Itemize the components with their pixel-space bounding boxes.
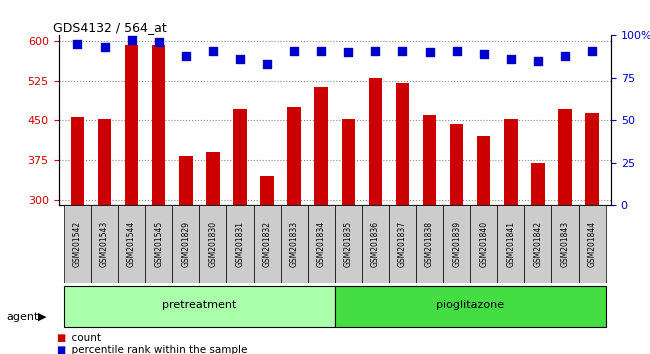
Text: GDS4132 / 564_at: GDS4132 / 564_at — [53, 21, 166, 34]
Text: GSM201831: GSM201831 — [235, 221, 244, 267]
Text: ▶: ▶ — [38, 312, 47, 322]
FancyBboxPatch shape — [362, 205, 389, 283]
Point — [316, 48, 326, 53]
Bar — [585, 113, 599, 205]
Text: GSM201840: GSM201840 — [479, 221, 488, 267]
Bar — [206, 152, 220, 205]
Point — [289, 48, 299, 53]
Point — [262, 62, 272, 67]
FancyBboxPatch shape — [200, 205, 226, 283]
Bar — [71, 117, 84, 205]
Text: GSM201829: GSM201829 — [181, 221, 190, 267]
FancyBboxPatch shape — [64, 286, 335, 327]
Text: GSM201830: GSM201830 — [209, 221, 217, 267]
Text: GSM201835: GSM201835 — [344, 221, 353, 267]
Bar — [233, 109, 247, 205]
FancyBboxPatch shape — [335, 205, 362, 283]
FancyBboxPatch shape — [281, 205, 307, 283]
Text: GSM201542: GSM201542 — [73, 221, 82, 267]
Text: GSM201844: GSM201844 — [588, 221, 597, 267]
Bar — [477, 136, 491, 205]
Text: count: count — [65, 333, 101, 343]
FancyBboxPatch shape — [91, 205, 118, 283]
Point — [533, 58, 543, 64]
FancyBboxPatch shape — [226, 205, 254, 283]
Text: GSM201834: GSM201834 — [317, 221, 326, 267]
Point — [478, 51, 489, 57]
FancyBboxPatch shape — [470, 205, 497, 283]
Text: ■: ■ — [56, 346, 65, 354]
FancyBboxPatch shape — [64, 205, 91, 283]
Text: ■: ■ — [56, 333, 65, 343]
Text: GSM201836: GSM201836 — [371, 221, 380, 267]
FancyBboxPatch shape — [307, 205, 335, 283]
FancyBboxPatch shape — [335, 286, 606, 327]
FancyBboxPatch shape — [389, 205, 416, 283]
Point — [424, 50, 435, 55]
Bar — [558, 109, 572, 205]
FancyBboxPatch shape — [497, 205, 525, 283]
Text: GSM201543: GSM201543 — [100, 221, 109, 267]
Bar — [422, 115, 436, 205]
Text: agent: agent — [6, 312, 39, 322]
Text: pretreatment: pretreatment — [162, 300, 237, 310]
Point — [99, 45, 110, 50]
Point — [506, 56, 516, 62]
FancyBboxPatch shape — [118, 205, 145, 283]
Text: GSM201545: GSM201545 — [154, 221, 163, 267]
Point — [451, 48, 462, 53]
Bar — [531, 163, 545, 205]
Text: GSM201837: GSM201837 — [398, 221, 407, 267]
Bar — [504, 119, 517, 205]
Bar — [98, 119, 111, 205]
Point — [370, 48, 381, 53]
FancyBboxPatch shape — [254, 205, 281, 283]
Bar — [260, 176, 274, 205]
Point — [587, 48, 597, 53]
Bar — [315, 87, 328, 205]
Point — [208, 48, 218, 53]
Point — [560, 53, 570, 59]
Point — [153, 39, 164, 45]
Bar — [287, 107, 301, 205]
Bar — [179, 156, 192, 205]
Text: GSM201842: GSM201842 — [534, 221, 542, 267]
Text: GSM201832: GSM201832 — [263, 221, 272, 267]
Text: GSM201841: GSM201841 — [506, 221, 515, 267]
Point — [72, 41, 83, 47]
Point — [126, 38, 137, 43]
Bar — [125, 45, 138, 205]
Bar — [341, 119, 355, 205]
Text: GSM201839: GSM201839 — [452, 221, 461, 267]
FancyBboxPatch shape — [525, 205, 551, 283]
Bar — [450, 124, 463, 205]
Point — [397, 48, 408, 53]
Bar — [369, 78, 382, 205]
FancyBboxPatch shape — [416, 205, 443, 283]
Point — [235, 56, 245, 62]
Text: pioglitazone: pioglitazone — [436, 300, 504, 310]
Text: GSM201544: GSM201544 — [127, 221, 136, 267]
FancyBboxPatch shape — [145, 205, 172, 283]
Text: GSM201843: GSM201843 — [560, 221, 569, 267]
Bar — [396, 83, 410, 205]
Point — [343, 50, 354, 55]
Text: percentile rank within the sample: percentile rank within the sample — [65, 346, 248, 354]
FancyBboxPatch shape — [443, 205, 470, 283]
Text: GSM201833: GSM201833 — [290, 221, 298, 267]
Bar — [152, 45, 166, 205]
FancyBboxPatch shape — [551, 205, 578, 283]
FancyBboxPatch shape — [578, 205, 606, 283]
Text: GSM201838: GSM201838 — [425, 221, 434, 267]
Point — [181, 53, 191, 59]
FancyBboxPatch shape — [172, 205, 200, 283]
